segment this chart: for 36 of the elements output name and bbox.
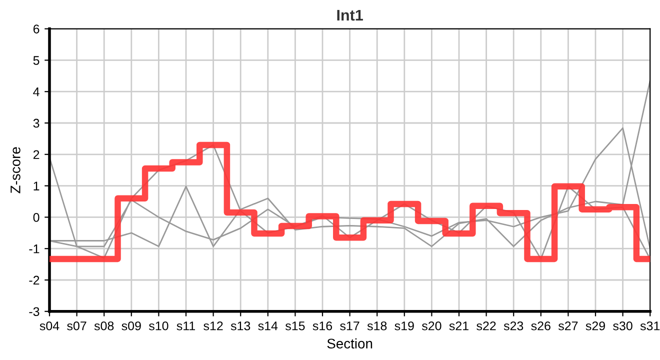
x-tick-label: s16 bbox=[312, 321, 332, 330]
x-tick-label: s14 bbox=[258, 322, 278, 330]
x-tick-label: s20 bbox=[422, 321, 442, 330]
x-tick-label: s27 bbox=[558, 321, 578, 330]
y-tick-label: 3 bbox=[33, 118, 40, 128]
x-tick-label: s29 bbox=[586, 321, 605, 330]
x-tick-label: s13 bbox=[230, 321, 250, 330]
x-tick-label: s21 bbox=[449, 321, 468, 330]
x-tick-label: s18 bbox=[367, 321, 387, 330]
y-axis-title: Z-score bbox=[10, 147, 20, 194]
x-tick-label: s19 bbox=[394, 321, 414, 330]
x-tick-label: s11 bbox=[176, 322, 196, 330]
y-tick-label: 6 bbox=[33, 24, 40, 34]
y-tick-label: 1 bbox=[34, 182, 40, 190]
y-tick-label: 0 bbox=[33, 213, 40, 222]
x-tick-label: s08 bbox=[94, 321, 114, 330]
x-tick-label: s10 bbox=[148, 321, 168, 330]
y-tick-label: 5 bbox=[33, 56, 40, 65]
x-tick-label: s12 bbox=[204, 321, 223, 330]
x-tick-label: s22 bbox=[476, 321, 496, 330]
x-tick-label: s09 bbox=[122, 321, 141, 330]
x-tick-label: s23 bbox=[504, 321, 524, 330]
x-tick-label: s31 bbox=[640, 321, 660, 330]
y-tick-label: -3 bbox=[29, 307, 40, 316]
y-tick-label: -1 bbox=[29, 244, 40, 254]
x-tick-label: s30 bbox=[613, 321, 632, 330]
x-tick-label: s04 bbox=[40, 321, 60, 330]
x-tick-label: s17 bbox=[340, 322, 360, 330]
chart-title: Int1 bbox=[337, 10, 363, 21]
y-tick-label: 4 bbox=[33, 88, 40, 96]
y-tick-label: 2 bbox=[33, 150, 40, 159]
x-tick-label: s07 bbox=[67, 321, 86, 330]
x-tick-label: s15 bbox=[285, 322, 305, 330]
x-tick-label: s26 bbox=[531, 321, 550, 330]
y-tick-label: -2 bbox=[29, 276, 40, 285]
x-axis-title: Section bbox=[327, 338, 372, 349]
